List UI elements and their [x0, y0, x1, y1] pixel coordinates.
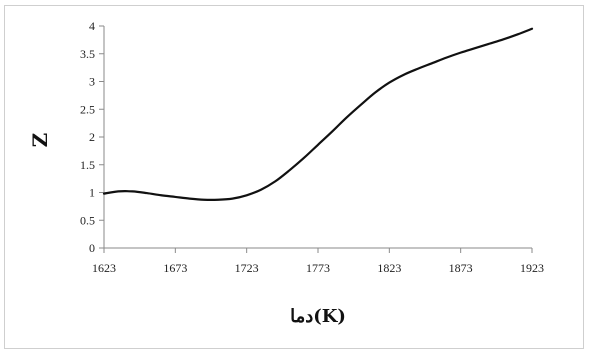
y-tick-label: 4	[89, 19, 95, 33]
y-tick-label: 1	[89, 186, 95, 200]
series-layer	[102, 27, 534, 201]
series-line	[102, 27, 534, 201]
y-tick-label: 3	[89, 75, 95, 89]
x-tick-label: 1723	[235, 261, 259, 275]
x-tick-label: 1623	[92, 261, 116, 275]
tick-labels: 0 0.5 1 1.5 2 2.5 3 3.5 4 1623 1673 1723 1773 1823 187…	[80, 19, 544, 275]
x-axis-title: دما(K)	[290, 306, 346, 327]
y-tick-label: 2	[89, 130, 95, 144]
x-tick-label: 1773	[306, 261, 330, 275]
x-tick-label: 1873	[449, 261, 473, 275]
axes	[99, 25, 533, 253]
y-tick-label: 0	[89, 241, 95, 255]
x-tick-label: 1823	[377, 261, 401, 275]
x-tick-label: 1673	[163, 261, 187, 275]
chart-frame	[4, 5, 584, 349]
y-tick-label: 3.5	[80, 47, 95, 61]
y-axis-title: Z	[28, 133, 52, 148]
y-tick-label: 1.5	[80, 158, 95, 172]
y-tick-label: 2.5	[80, 102, 95, 116]
y-tick-label: 0.5	[80, 213, 95, 227]
x-tick-label: 1923	[520, 261, 544, 275]
